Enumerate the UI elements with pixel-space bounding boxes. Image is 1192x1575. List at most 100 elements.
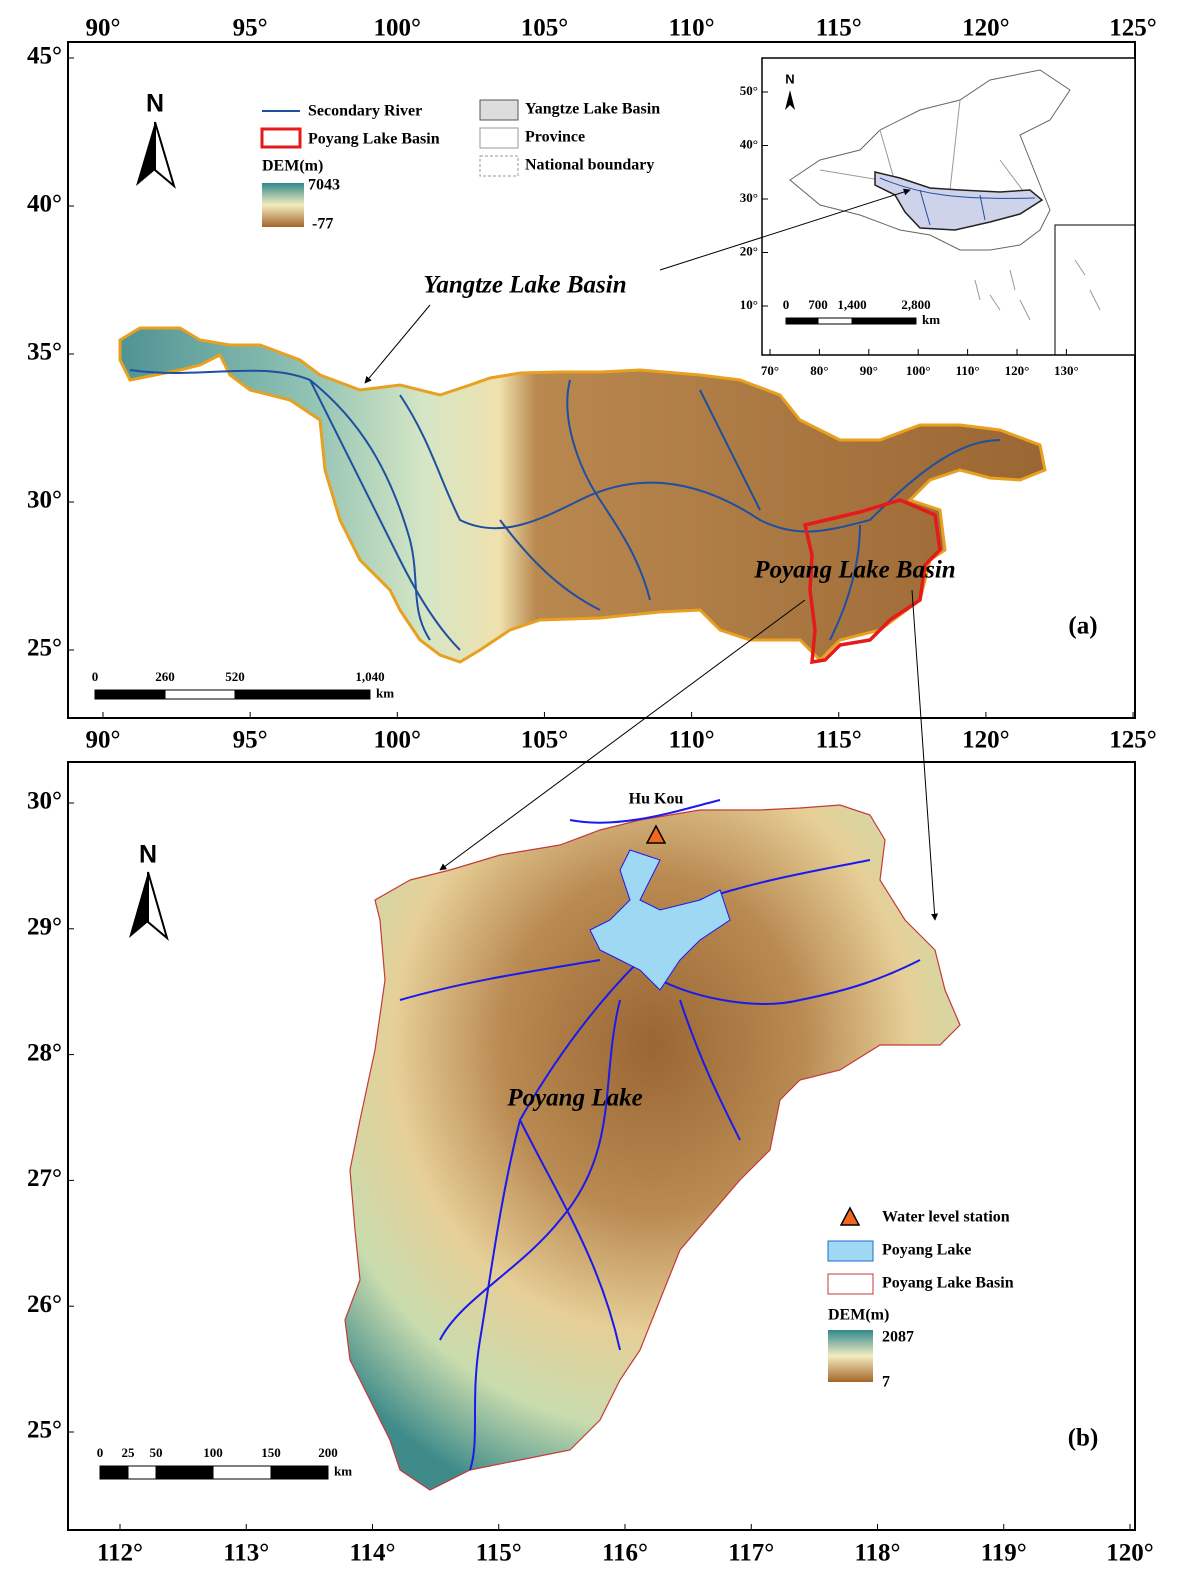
scale-segment — [212, 1465, 272, 1480]
north-arrow-b — [129, 871, 169, 941]
x-tick-label: 117° — [728, 1540, 774, 1567]
y-tick-label: 30° — [740, 190, 758, 205]
station-label: Hu Kou — [629, 791, 684, 808]
legend-dem-bar — [262, 183, 304, 227]
x-tick-label: 119° — [981, 1540, 1027, 1567]
rivers — [129, 369, 1001, 651]
x-tick-label: 110° — [669, 727, 715, 754]
y-tick-label: 10° — [740, 297, 758, 312]
y-tick-label: 35° — [27, 339, 62, 366]
legend-label: Secondary River — [308, 103, 422, 120]
legend-label: 7 — [882, 1374, 890, 1391]
pointer — [659, 188, 911, 271]
x-tick-label: 95° — [233, 727, 268, 754]
legend-station-swatch — [839, 1206, 861, 1226]
y-tick-label: 40° — [27, 191, 62, 218]
x-tick-label: 90° — [86, 15, 121, 42]
scale-unit: km — [922, 312, 940, 327]
rivers-b — [399, 799, 921, 1471]
x-tick-label: 115° — [476, 1540, 522, 1567]
pointer — [439, 599, 806, 871]
scale-label: 0 — [97, 1445, 104, 1460]
y-tick-label: 29° — [27, 914, 62, 941]
y-tick-label: 50° — [740, 83, 758, 98]
y-tick-label: 30° — [27, 788, 62, 815]
legend-province-swatch — [479, 127, 519, 149]
pointer — [911, 589, 939, 921]
x-tick-label: 125° — [1109, 727, 1157, 754]
scale-label: 1,400 — [837, 297, 866, 312]
yangtze-basin — [118, 326, 1047, 664]
legend-label: Province — [525, 129, 585, 146]
china-outline — [789, 69, 1071, 251]
scale-label: 260 — [155, 669, 175, 684]
islands — [974, 259, 1101, 321]
x-tick-label: 115° — [816, 727, 862, 754]
scale-label: 200 — [318, 1445, 338, 1460]
x-tick-label: 125° — [1109, 15, 1157, 42]
scale-segment — [817, 317, 853, 325]
y-tick-label: 25° — [27, 635, 62, 662]
scale-unit: km — [376, 685, 394, 700]
scale-label: 2,800 — [901, 297, 930, 312]
legend-label: DEM(m) — [828, 1307, 889, 1324]
y-tick-label: 40° — [740, 136, 758, 151]
region-label: Yangtze Lake Basin — [423, 272, 626, 299]
x-tick-label: 120° — [962, 15, 1010, 42]
scale-label: 700 — [808, 297, 828, 312]
x-tick-label: 80° — [810, 363, 828, 378]
legend-label: -77 — [312, 216, 333, 233]
x-tick-label: 112° — [97, 1540, 143, 1567]
x-tick-label: 120° — [962, 727, 1010, 754]
legend-label: Poyang Lake Basin — [882, 1275, 1014, 1292]
legend-label: Yangtze Lake Basin — [525, 101, 660, 118]
x-tick-label: 113° — [223, 1540, 269, 1567]
x-tick-label: 95° — [233, 15, 268, 42]
y-tick-label: 26° — [27, 1291, 62, 1318]
legend-label: Poyang Lake — [882, 1242, 971, 1259]
scale-segment — [234, 689, 371, 700]
legend-label: Poyang Lake Basin — [308, 131, 440, 148]
legend-label: 7043 — [308, 177, 340, 194]
x-tick-label: 114° — [349, 1540, 395, 1567]
x-tick-label: 115° — [816, 15, 862, 42]
scale-label: 100 — [203, 1445, 223, 1460]
scale-label: 520 — [225, 669, 245, 684]
north-label: N — [785, 71, 794, 86]
legend-yangtze-swatch — [479, 99, 519, 121]
x-tick-label: 90° — [860, 363, 878, 378]
x-tick-label: 105° — [521, 727, 569, 754]
scale-label: 0 — [783, 297, 790, 312]
y-tick-label: 28° — [27, 1039, 62, 1066]
x-tick-label: 120° — [1005, 363, 1030, 378]
x-tick-label: 70° — [761, 363, 779, 378]
legend-label: National boundary — [525, 157, 654, 174]
scale-segment — [851, 317, 917, 325]
inset-rivers — [879, 177, 1036, 226]
x-tick-label: 105° — [521, 15, 569, 42]
scale-segment — [164, 689, 236, 700]
x-tick-label: 90° — [86, 727, 121, 754]
x-tick-label: 118° — [854, 1540, 900, 1567]
north-arrow-a — [136, 121, 176, 189]
x-tick-label: 116° — [602, 1540, 648, 1567]
y-tick-label: 30° — [27, 487, 62, 514]
scale-label: 1,040 — [355, 669, 384, 684]
scale-label: 25 — [122, 1445, 136, 1460]
scale-segment — [155, 1465, 214, 1480]
station-marker — [645, 824, 667, 844]
poyang-lake — [589, 849, 731, 991]
inset-yangtze — [874, 171, 1044, 231]
region-label: Poyang Lake — [506, 1085, 642, 1112]
x-tick-label: 120° — [1106, 1540, 1154, 1567]
legend-national-swatch — [479, 155, 519, 177]
scale-segment — [785, 317, 819, 325]
legend-poyang-swatch — [260, 127, 302, 149]
legend-label: 2087 — [882, 1329, 914, 1346]
x-tick-label: 130° — [1054, 363, 1079, 378]
panel-b-frame — [67, 761, 1136, 1531]
legend-dem-bar-b — [828, 1330, 873, 1382]
x-tick-label: 110° — [956, 363, 980, 378]
legend-label: Water level station — [882, 1209, 1010, 1226]
